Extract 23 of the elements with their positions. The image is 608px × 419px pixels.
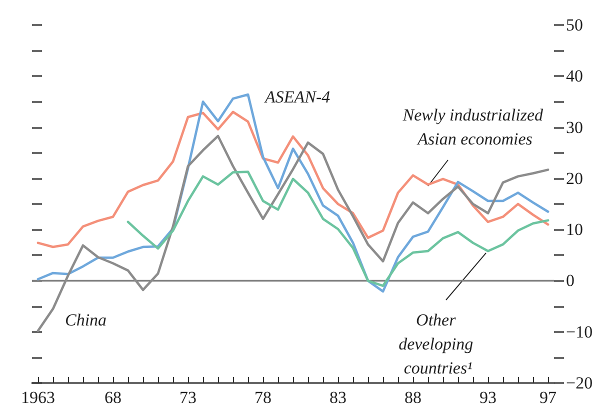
line-series: [36, 110, 550, 248]
y-tick-label: −20: [566, 374, 593, 392]
series-label: Other developing countries¹: [398, 310, 478, 378]
y-tick-label: 0: [566, 271, 574, 290]
y-tick-label: 10: [566, 220, 583, 240]
x-tick-label: 93: [480, 388, 496, 407]
y-tick-label: 30: [566, 118, 583, 137]
line-series: [126, 170, 550, 288]
series-label: China: [65, 310, 107, 330]
y-tick-label: 40: [566, 66, 583, 86]
x-tick-label: 78: [254, 388, 272, 407]
y-tick-label: 50: [566, 16, 583, 34]
series-label: Newly industrialized Asian economies: [402, 106, 548, 148]
x-tick-label: 68: [104, 388, 122, 407]
line-series: [36, 93, 550, 293]
series-label: ASEAN-4: [264, 88, 331, 106]
x-tick-label: 1963: [21, 388, 55, 407]
x-tick-label: 97: [540, 388, 557, 407]
x-tick-label: 73: [180, 388, 196, 407]
x-tick-label: 83: [330, 388, 346, 407]
y-tick-label: 20: [566, 168, 583, 188]
y-tick-label: −10: [566, 322, 593, 342]
x-tick-label: 88: [404, 388, 422, 407]
